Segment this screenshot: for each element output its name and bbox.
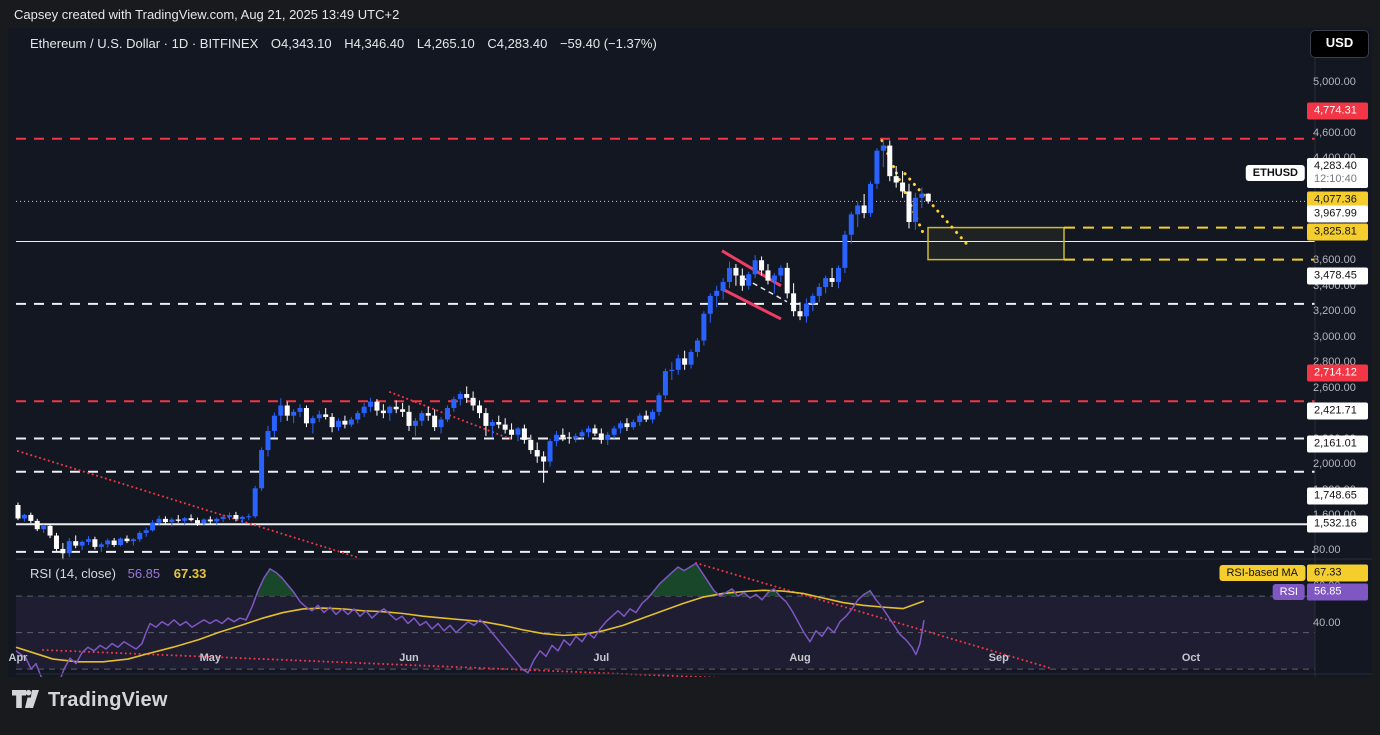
symbol-info-bar[interactable]: Ethereum / U.S. Dollar · 1D · BITFINEX O…	[30, 36, 666, 51]
time-axis-month-label[interactable]: Jun	[399, 652, 419, 664]
symbol-price-label: ETHUSD	[1245, 165, 1305, 182]
price-axis-badge: 3,825.81	[1307, 223, 1368, 241]
chart-card[interactable]: Ethereum / U.S. Dollar · 1D · BITFINEX O…	[8, 28, 1372, 677]
price-axis-badge: 1,532.16	[1307, 515, 1368, 533]
indicator-floating-label: RSI	[1272, 584, 1305, 601]
price-axis-badge: 1,748.65	[1307, 487, 1368, 505]
ohlc-low: L4,265.10	[416, 36, 475, 51]
price-axis-badge: 2,161.01	[1307, 435, 1368, 453]
yellow-target-box	[927, 226, 1065, 261]
rsi-indicator-legend[interactable]: RSI (14, close) 56.85 67.33	[30, 566, 206, 581]
price-axis-badge: 3,967.99	[1307, 205, 1368, 222]
ohlc-high: H4,346.40	[344, 36, 405, 51]
time-axis-month-label[interactable]: May	[199, 652, 221, 664]
rsi-ma-current-value: 67.33	[173, 566, 207, 581]
indicator-floating-label: RSI-based MA	[1219, 565, 1305, 582]
price-axis-tick: 4,600.00	[1313, 126, 1356, 139]
price-axis-badge: 4,774.31	[1307, 102, 1368, 120]
tradingview-branding[interactable]: TradingView	[12, 688, 168, 712]
chart-canvas[interactable]	[8, 28, 1372, 677]
credit-text: Capsey created with TradingView.com, Aug…	[14, 7, 400, 22]
tradingview-logo-icon	[12, 689, 39, 708]
rsi-axis-badge: 67.33	[1307, 564, 1368, 582]
time-axis-month-label[interactable]: Aug	[789, 652, 811, 664]
tradingview-logo-text: TradingView	[48, 688, 168, 711]
change-value: −59.40 (−1.37%)	[559, 36, 657, 51]
price-axis-tick: 2,000.00	[1313, 458, 1356, 471]
price-axis-badge: 4,077.36	[1307, 191, 1368, 209]
ohlc-open: O4,343.10	[270, 36, 332, 51]
price-axis-tick: 3,000.00	[1313, 330, 1356, 343]
price-axis-tick: 5,000.00	[1313, 76, 1356, 89]
price-axis-tick: 3,600.00	[1313, 254, 1356, 267]
rsi-indicator-title[interactable]: RSI (14, close)	[30, 566, 116, 581]
time-axis-month-label[interactable]: Jul	[593, 652, 610, 664]
rsi-axis-tick: 80.00	[1313, 543, 1341, 556]
candlestick-series	[15, 138, 931, 560]
rsi-ma-line	[15, 589, 925, 663]
rsi-current-value: 56.85	[127, 566, 161, 581]
symbol-title[interactable]: Ethereum / U.S. Dollar · 1D · BITFINEX	[30, 36, 259, 51]
price-axis-badge: 4,283.40 12:10:40	[1307, 158, 1368, 189]
ohlc-close: C4,283.40	[487, 36, 548, 51]
price-axis-badge: 3,478.45	[1307, 267, 1368, 285]
price-axis-badge: 2,421.71	[1307, 402, 1368, 419]
time-axis-month-label[interactable]: Sep	[988, 652, 1009, 664]
price-axis-tick: 3,200.00	[1313, 305, 1356, 318]
time-axis-month-label[interactable]: Oct	[1181, 652, 1201, 664]
currency-toggle-button[interactable]: USD	[1310, 30, 1369, 58]
price-axis-tick: 2,600.00	[1313, 381, 1356, 394]
time-axis-month-label[interactable]: Apr	[8, 652, 28, 664]
price-axis-badge: 2,714.12	[1307, 364, 1368, 382]
rsi-axis-tick: 40.00	[1313, 616, 1341, 629]
rsi-axis-badge: 56.85	[1307, 583, 1368, 601]
